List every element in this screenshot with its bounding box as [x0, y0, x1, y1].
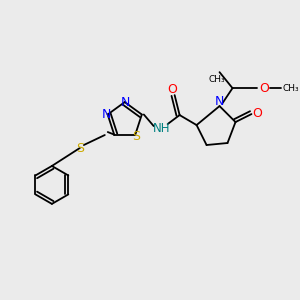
- Text: O: O: [260, 82, 269, 94]
- Text: O: O: [253, 106, 262, 120]
- Text: S: S: [132, 130, 140, 143]
- Text: S: S: [76, 142, 84, 154]
- Text: N: N: [121, 96, 130, 109]
- Text: N: N: [215, 94, 224, 108]
- Text: CH₃: CH₃: [208, 75, 225, 84]
- Text: O: O: [168, 82, 178, 96]
- Text: NH: NH: [153, 122, 170, 134]
- Text: N: N: [102, 108, 111, 121]
- Text: CH₃: CH₃: [282, 84, 299, 93]
